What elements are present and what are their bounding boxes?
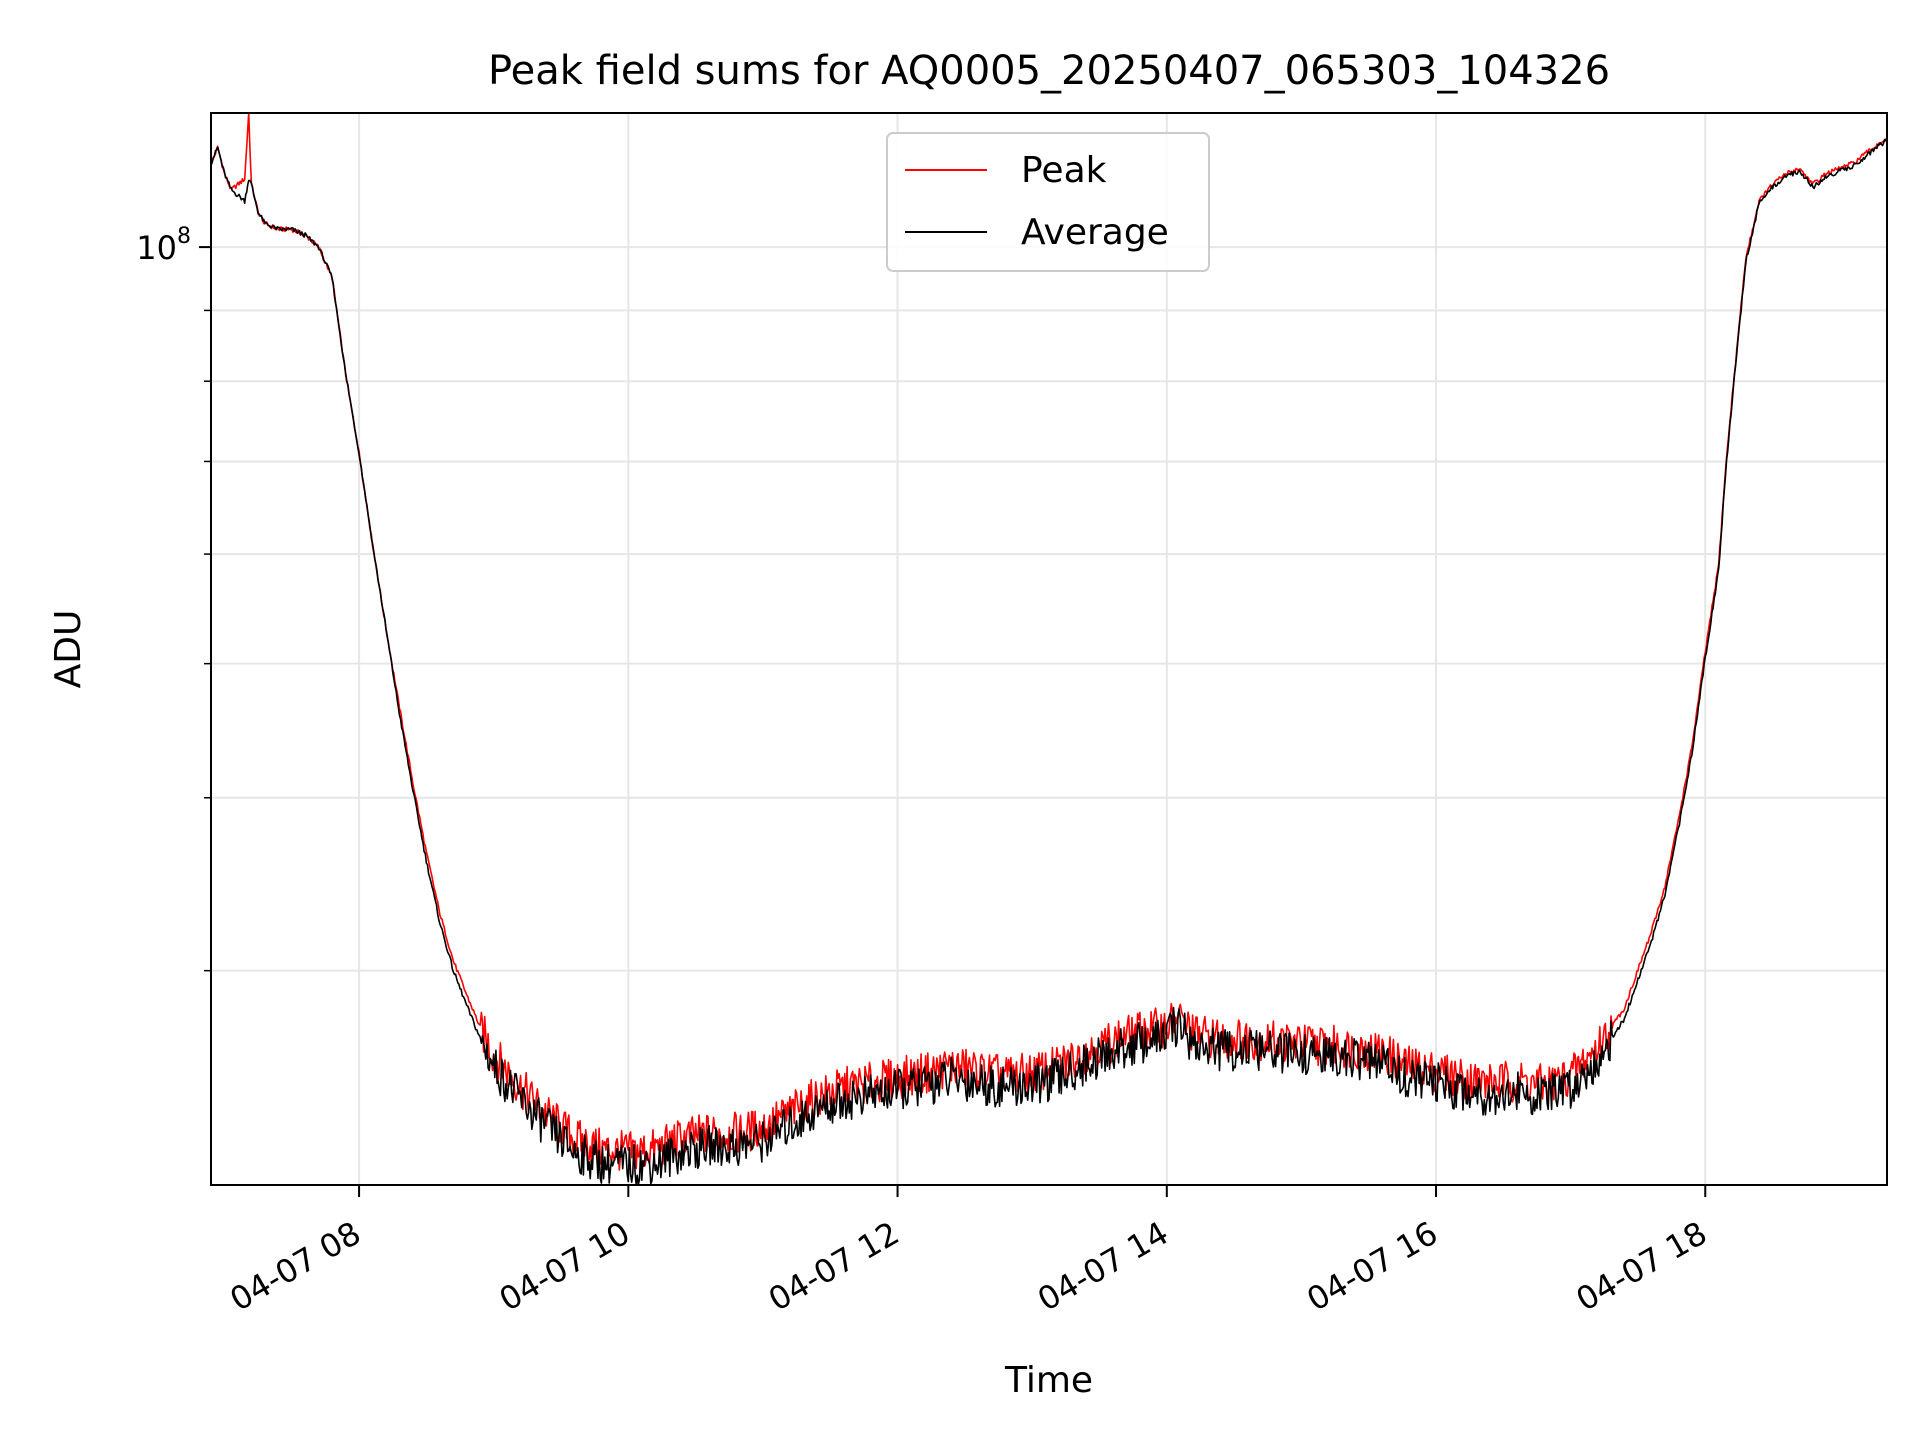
y-axis: 108 bbox=[136, 224, 211, 972]
legend-label-average: Average bbox=[1021, 212, 1169, 253]
series-line-average bbox=[211, 138, 1887, 1185]
chart-title: Peak field sums for AQ0005_20250407_0653… bbox=[488, 48, 1610, 94]
y-tick-label-base: 10 bbox=[136, 229, 177, 267]
plot-frame bbox=[210, 112, 1888, 1186]
y-tick-label: 108 bbox=[136, 224, 191, 267]
x-axis-label: Time bbox=[1004, 1360, 1093, 1401]
legend-box bbox=[886, 132, 1210, 272]
series-layer bbox=[211, 113, 1887, 1185]
y-axis-label: ADU bbox=[48, 610, 89, 689]
legend: Peak Average bbox=[886, 132, 1210, 272]
y-tick-label-exponent: 8 bbox=[177, 224, 191, 249]
legend-label-peak: Peak bbox=[1021, 150, 1107, 191]
